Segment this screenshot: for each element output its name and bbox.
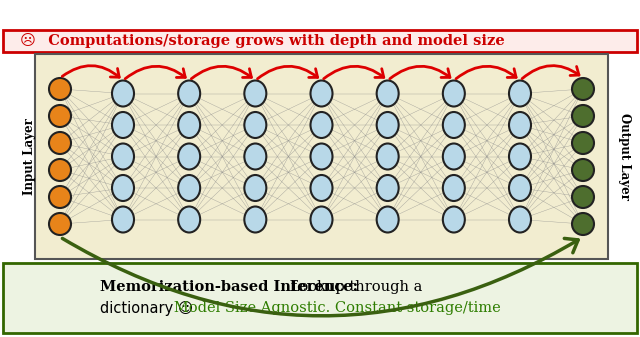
FancyArrowPatch shape — [257, 66, 317, 79]
Ellipse shape — [244, 112, 266, 138]
Ellipse shape — [112, 207, 134, 233]
FancyArrowPatch shape — [125, 66, 185, 79]
Ellipse shape — [377, 175, 399, 201]
FancyArrowPatch shape — [62, 238, 578, 316]
Ellipse shape — [112, 81, 134, 106]
Text: Output Layer: Output Layer — [618, 113, 630, 200]
Ellipse shape — [443, 144, 465, 170]
Ellipse shape — [443, 175, 465, 201]
Circle shape — [572, 213, 594, 235]
Ellipse shape — [178, 81, 200, 106]
FancyArrowPatch shape — [522, 66, 579, 79]
Ellipse shape — [244, 144, 266, 170]
Circle shape — [49, 78, 71, 100]
Circle shape — [49, 159, 71, 181]
Ellipse shape — [509, 144, 531, 170]
Circle shape — [572, 132, 594, 154]
Circle shape — [49, 213, 71, 235]
Ellipse shape — [509, 207, 531, 233]
FancyArrowPatch shape — [62, 66, 119, 77]
Ellipse shape — [244, 81, 266, 106]
Ellipse shape — [377, 207, 399, 233]
Ellipse shape — [377, 144, 399, 170]
Circle shape — [572, 78, 594, 100]
Text: Memorization-based Inference:: Memorization-based Inference: — [100, 280, 358, 294]
Circle shape — [572, 186, 594, 208]
Circle shape — [49, 105, 71, 127]
Ellipse shape — [443, 207, 465, 233]
FancyBboxPatch shape — [3, 30, 637, 52]
Ellipse shape — [244, 207, 266, 233]
Ellipse shape — [310, 112, 333, 138]
Ellipse shape — [178, 175, 200, 201]
FancyBboxPatch shape — [3, 263, 637, 333]
Ellipse shape — [112, 144, 134, 170]
Text: dictionary ☺: dictionary ☺ — [100, 301, 193, 315]
Ellipse shape — [178, 207, 200, 233]
Text: Lookup through a: Lookup through a — [285, 280, 422, 294]
Ellipse shape — [112, 112, 134, 138]
Text: Input Layer: Input Layer — [24, 118, 36, 195]
FancyArrowPatch shape — [191, 66, 252, 79]
Ellipse shape — [509, 175, 531, 201]
Circle shape — [49, 132, 71, 154]
Ellipse shape — [178, 144, 200, 170]
FancyBboxPatch shape — [35, 54, 608, 259]
Circle shape — [572, 105, 594, 127]
FancyArrowPatch shape — [324, 66, 384, 79]
Ellipse shape — [377, 112, 399, 138]
Text: Computations/storage grows with depth and model size: Computations/storage grows with depth an… — [38, 34, 505, 48]
Ellipse shape — [509, 81, 531, 106]
Ellipse shape — [509, 112, 531, 138]
Ellipse shape — [244, 175, 266, 201]
Ellipse shape — [310, 144, 333, 170]
Ellipse shape — [310, 207, 333, 233]
FancyArrowPatch shape — [390, 66, 450, 79]
Ellipse shape — [443, 112, 465, 138]
Circle shape — [572, 159, 594, 181]
Ellipse shape — [310, 81, 333, 106]
Circle shape — [49, 186, 71, 208]
Text: ☹: ☹ — [20, 33, 36, 49]
Ellipse shape — [178, 112, 200, 138]
Ellipse shape — [377, 81, 399, 106]
Ellipse shape — [112, 175, 134, 201]
FancyArrowPatch shape — [456, 66, 516, 79]
Text: Model Size Agnostic. Constant storage/time: Model Size Agnostic. Constant storage/ti… — [160, 301, 500, 315]
Ellipse shape — [443, 81, 465, 106]
Ellipse shape — [310, 175, 333, 201]
